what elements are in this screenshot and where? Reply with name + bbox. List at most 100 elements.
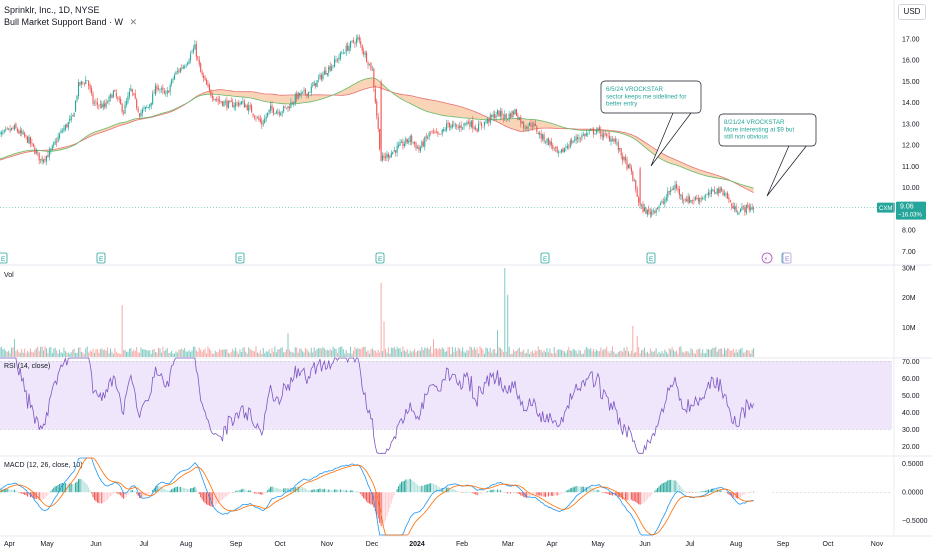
candle-body [401,142,402,143]
macd-histogram-bar [599,490,600,492]
candle [594,133,595,135]
volume-bar [362,347,363,357]
volume-bar [453,352,454,357]
volume-bar [496,353,497,357]
candle-body [365,53,366,55]
candle-body [734,206,735,210]
volume-bar [590,348,591,357]
candle-body [535,124,536,126]
macd-histogram-bar [24,492,25,495]
candle-body [18,131,19,133]
candle [328,65,329,76]
candle-body [5,129,6,130]
macd-histogram-bar [206,492,207,504]
symbol-title[interactable]: Sprinklr, Inc., 1D, NYSE [4,5,100,15]
macd-histogram-bar [446,488,447,493]
candle-body [496,116,497,118]
callout-text: sector keeps me sidelined for [606,94,686,101]
macd-histogram-bar [651,492,652,494]
candle [721,186,722,192]
macd-histogram-bar [488,491,489,492]
macd-histogram-bar [643,492,644,504]
candle-body [350,41,351,47]
candle-body [471,121,472,127]
candle [44,156,45,163]
macd-histogram-bar [539,492,540,495]
candle-body [453,124,454,125]
macd-histogram-bar [46,492,47,496]
macd-histogram-bar [423,486,424,492]
candle-body [635,180,636,189]
volume-bar [346,350,347,357]
volume-bar [584,350,585,357]
rsi-tick-label: 40.00 [902,410,920,417]
candle-body [305,90,306,94]
macd-histogram-bar [622,492,623,499]
candle [446,120,447,132]
candle [101,101,102,108]
candle [181,64,182,71]
candle [573,140,574,143]
macd-histogram-bar [410,479,411,492]
candle [635,180,636,193]
volume-bar [612,346,613,357]
volume-bar [161,353,162,357]
candle-body [349,46,350,51]
volume-bar [264,353,265,357]
candle [730,200,731,203]
candle [88,80,89,90]
volume-bar [13,347,14,357]
volume-bar [279,349,280,357]
candle-body [466,122,467,125]
macd-histogram-bar [625,492,626,499]
candle-body [110,94,111,97]
x-tick-label: Jul [140,541,149,548]
candle [170,82,171,95]
indicator-label[interactable]: Bull Market Support Band · W [4,17,123,27]
macd-histogram-bar [404,481,405,492]
candle-body [685,199,686,200]
candle-body [640,169,641,206]
macd-histogram-bar [391,492,392,503]
x-tick-label: Jun [90,541,101,548]
macd-histogram-bar [500,490,501,492]
candle-body [574,140,575,141]
volume-bar [410,351,411,357]
volume-bar [122,305,123,357]
candle [602,131,603,140]
candle-body [717,188,718,193]
macd-histogram-bar [245,490,246,492]
candle-body [363,51,364,54]
candle [513,110,514,117]
candle [373,67,374,92]
candle-body [274,113,275,114]
candle [269,109,270,114]
candle-body [97,102,98,105]
currency-button[interactable]: USD [898,4,926,20]
volume-bar [468,351,469,357]
volume-bar [159,348,160,357]
candle-body [570,141,571,148]
candle-body [178,71,179,72]
candle [512,110,513,118]
candle [749,203,750,213]
volume-bar [104,350,105,357]
macd-histogram-bar [308,490,309,492]
candle-body [79,82,80,85]
candle-body [437,131,438,134]
candle-body [108,97,109,102]
volume-bar [411,352,412,357]
close-icon[interactable]: ✕ [130,17,138,27]
candle [477,128,478,133]
candle-body [739,213,740,214]
candle-body [250,105,251,106]
volume-bar [629,353,630,357]
volume-bar [189,350,190,357]
volume-bar [235,348,236,357]
candle-body [405,138,406,143]
macd-histogram-bar [411,480,412,492]
candle-body [410,136,411,142]
macd-histogram-bar [360,492,361,494]
